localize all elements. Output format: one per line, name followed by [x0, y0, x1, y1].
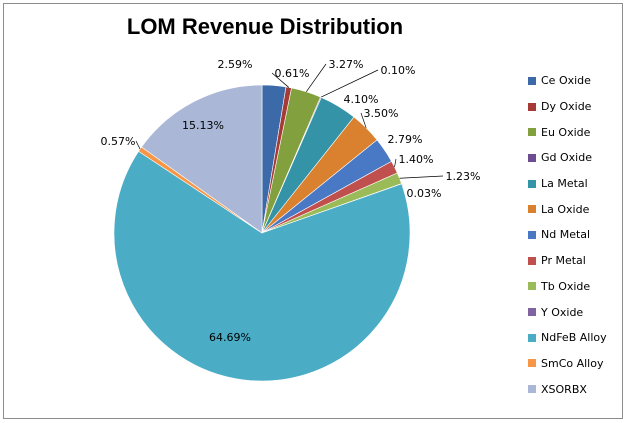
legend-item: La Metal [528, 171, 618, 197]
legend-label: Ce Oxide [541, 74, 591, 88]
data-label: 3.50% [364, 107, 399, 120]
data-label: 4.10% [344, 93, 379, 106]
legend-swatch [528, 282, 536, 291]
data-label: 1.23% [446, 170, 481, 183]
legend-item: SmCo Alloy [528, 351, 618, 377]
data-label: 2.59% [218, 58, 253, 71]
legend-item: NdFeB Alloy [528, 325, 618, 351]
legend-label: Nd Metal [541, 228, 591, 242]
legend-swatch [528, 256, 536, 265]
legend-swatch [528, 102, 536, 111]
pie-slice-xsorbx [141, 84, 263, 234]
legend-swatch [528, 153, 536, 162]
legend-label: Tb Oxide [541, 279, 591, 293]
legend-label: Pr Metal [541, 254, 586, 268]
legend-label: Eu Oxide [541, 125, 591, 139]
legend-swatch [528, 359, 536, 368]
legend-label: Gd Oxide [541, 151, 592, 165]
legend-item: Nd Metal [528, 222, 618, 248]
legend-label: La Metal [541, 177, 588, 191]
legend-swatch [528, 333, 536, 342]
legend-swatch [528, 179, 536, 188]
data-label: 3.27% [329, 58, 364, 71]
legend-item: Pr Metal [528, 248, 618, 274]
pie-slice-ndfeb-alloy [113, 150, 411, 382]
legend-label: SmCo Alloy [541, 356, 604, 370]
data-label: 0.61% [275, 67, 310, 80]
chart-title: LOM Revenue Distribution [126, 14, 404, 39]
legend-swatch [528, 308, 536, 317]
data-label: 2.79% [388, 133, 423, 146]
data-label: 1.40% [399, 153, 434, 166]
data-label: 15.13% [182, 119, 224, 132]
leader-line [271, 72, 289, 88]
leader-line [394, 158, 397, 168]
legend-item: Gd Oxide [528, 145, 618, 171]
data-label: 0.10% [381, 64, 416, 77]
legend-label: XSORBX [541, 382, 587, 396]
legend-item: Y Oxide [528, 299, 618, 325]
leader-line [399, 175, 444, 179]
data-label: 64.69% [209, 331, 251, 344]
legend-label: Y Oxide [541, 305, 584, 319]
legend-swatch [528, 230, 536, 239]
legend-item: La Oxide [528, 196, 618, 222]
legend-label: Dy Oxide [541, 100, 592, 114]
leader-line [320, 69, 379, 98]
legend-item: Eu Oxide [528, 119, 618, 145]
leader-line [360, 112, 367, 128]
data-label: 0.03% [407, 187, 442, 200]
legend-label: NdFeB Alloy [541, 331, 607, 345]
chart-legend: Ce Oxide Dy Oxide Eu Oxide Gd Oxide La Metal… [528, 68, 618, 402]
legend-swatch [528, 128, 536, 137]
data-label: 0.57% [101, 135, 136, 148]
legend-item: XSORBX [528, 376, 618, 402]
legend-swatch [528, 385, 536, 394]
legend-swatch [528, 76, 536, 85]
legend-item: Ce Oxide [528, 68, 618, 94]
legend-swatch [528, 205, 536, 214]
legend-item: Dy Oxide [528, 94, 618, 120]
leader-line [305, 63, 327, 92]
legend-label: La Oxide [541, 202, 590, 216]
legend-item: Tb Oxide [528, 274, 618, 300]
leader-line [135, 140, 141, 150]
